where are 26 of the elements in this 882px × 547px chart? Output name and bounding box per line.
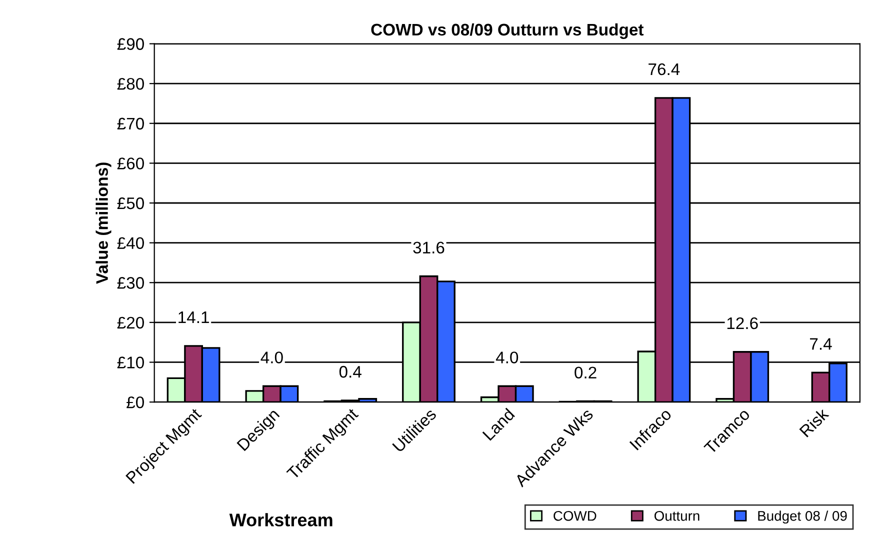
y-tick-label: £50: [117, 197, 144, 210]
y-tick-label: £60: [117, 158, 144, 170]
data-label: 12.6: [727, 317, 758, 330]
data-label: 7.4: [810, 338, 832, 350]
data-label: 76.4: [648, 63, 680, 76]
y-tick-label: £30: [117, 277, 144, 289]
y-tick-label: £20: [117, 316, 144, 329]
y-axis-title: Value (millions): [96, 162, 112, 284]
data-label: 14.1: [178, 312, 209, 324]
y-tick-label: £40: [117, 237, 144, 250]
data-label: 0.4: [339, 366, 362, 378]
data-label: 31.6: [413, 242, 444, 254]
data-label: 4.0: [260, 352, 283, 364]
y-tick-label: £80: [117, 78, 144, 90]
legend-label: Outturn: [654, 510, 700, 521]
chart-title: COWD vs 08/09 Outturn vs Budget: [371, 23, 644, 39]
data-label: 4.0: [496, 352, 518, 364]
data-label: 0.2: [574, 366, 596, 379]
x-tick-label: Risk: [798, 406, 830, 438]
y-tick-label: £90: [117, 38, 144, 50]
legend-label: Budget 08 / 09: [758, 510, 847, 524]
y-tick-label: £10: [117, 356, 144, 368]
y-tick-label: £0: [126, 396, 144, 408]
x-axis-title: Workstream: [229, 513, 332, 526]
y-tick-label: £70: [117, 118, 144, 130]
legend-label: COWD: [554, 510, 596, 521]
